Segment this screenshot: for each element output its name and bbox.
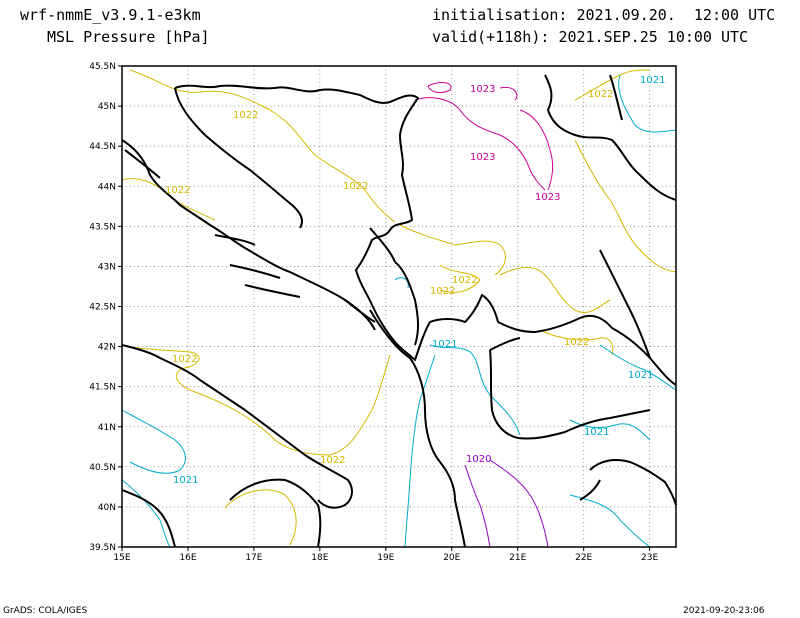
- isobar-1021: [121, 74, 677, 548]
- contour-label: 1022: [343, 181, 368, 192]
- lon-tick-label: 16E: [179, 553, 196, 563]
- contour-label: 1021: [173, 475, 198, 486]
- lat-tick-label: 44N: [98, 182, 116, 192]
- lat-tick-label: 39.5N: [89, 543, 116, 553]
- lon-tick-label: 20E: [443, 553, 460, 563]
- lat-tick-label: 42.5N: [89, 303, 116, 313]
- lat-tick-label: 42N: [98, 343, 116, 353]
- field-title: MSL Pressure [hPa]: [47, 28, 210, 46]
- lon-tick-label: 21E: [509, 553, 526, 563]
- valid-time: valid(+118h): 2021.SEP.25 10:00 UTC: [432, 28, 748, 46]
- contour-label: 1020: [466, 454, 491, 465]
- lat-tick-label: 40N: [98, 503, 116, 513]
- lon-tick-label: 17E: [245, 553, 262, 563]
- contour-label: 1023: [470, 84, 495, 95]
- contour-label: 1022: [320, 455, 345, 466]
- contour-label: 1023: [470, 152, 495, 163]
- lat-tick-label: 43N: [98, 262, 116, 272]
- contour-label: 1023: [535, 192, 560, 203]
- lat-tick-label: 43.5N: [89, 222, 116, 232]
- contour-label: 1022: [165, 185, 190, 196]
- contour-label: 1022: [172, 354, 197, 365]
- isobar-1022: [121, 69, 677, 546]
- contour-label: 1022: [564, 337, 589, 348]
- generation-timestamp: 2021-09-20-23:06: [683, 606, 765, 616]
- contour-label: 1021: [640, 75, 665, 86]
- isobar-1020: [464, 459, 549, 548]
- grads-credit: GrADS: COLA/IGES: [3, 606, 88, 616]
- graticule: [122, 66, 676, 547]
- contour-label: 1021: [432, 339, 457, 350]
- init-time: initialisation: 2021.09.20. 12:00 UTC: [432, 6, 775, 24]
- init-label: initialisation:: [432, 6, 568, 24]
- longitude-ticks: 15E 16E 17E 18E 19E 20E 21E 22E 23E: [113, 547, 659, 563]
- contour-label: 1022: [452, 275, 477, 286]
- lon-tick-label: 22E: [575, 553, 592, 563]
- contour-label: 1021: [584, 427, 609, 438]
- lat-tick-label: 40.5N: [89, 463, 116, 473]
- lon-tick-label: 15E: [113, 553, 130, 563]
- coastlines-borders: [121, 74, 677, 548]
- lat-tick-label: 45N: [98, 102, 116, 112]
- lon-tick-label: 23E: [641, 553, 658, 563]
- valid-value: 2021.SEP.25 10:00 UTC: [558, 28, 749, 46]
- valid-label: valid(+118h):: [432, 28, 550, 46]
- lon-tick-label: 19E: [377, 553, 394, 563]
- lat-tick-label: 45.5N: [89, 62, 116, 72]
- contour-labels: 1023 1023 1023 1022 1022 1022 1022 1022 …: [165, 75, 665, 486]
- contour-label: 1022: [430, 286, 455, 297]
- model-title: wrf-nmmE_v3.9.1-e3km: [20, 6, 201, 24]
- lat-tick-label: 44.5N: [89, 142, 116, 152]
- contour-label: 1022: [588, 89, 613, 100]
- init-value: 2021.09.20. 12:00 UTC: [576, 6, 776, 24]
- latitude-ticks: 45.5N 45N 44.5N 44N 43.5N 43N 42.5N 42N 41.5N 41N…: [89, 62, 122, 553]
- isobar-1023: [414, 82, 554, 191]
- lon-tick-label: 18E: [311, 553, 328, 563]
- lat-tick-label: 41N: [98, 423, 116, 433]
- contour-label: 1022: [233, 110, 258, 121]
- contour-label: 1021: [628, 370, 653, 381]
- lat-tick-label: 41.5N: [89, 383, 116, 393]
